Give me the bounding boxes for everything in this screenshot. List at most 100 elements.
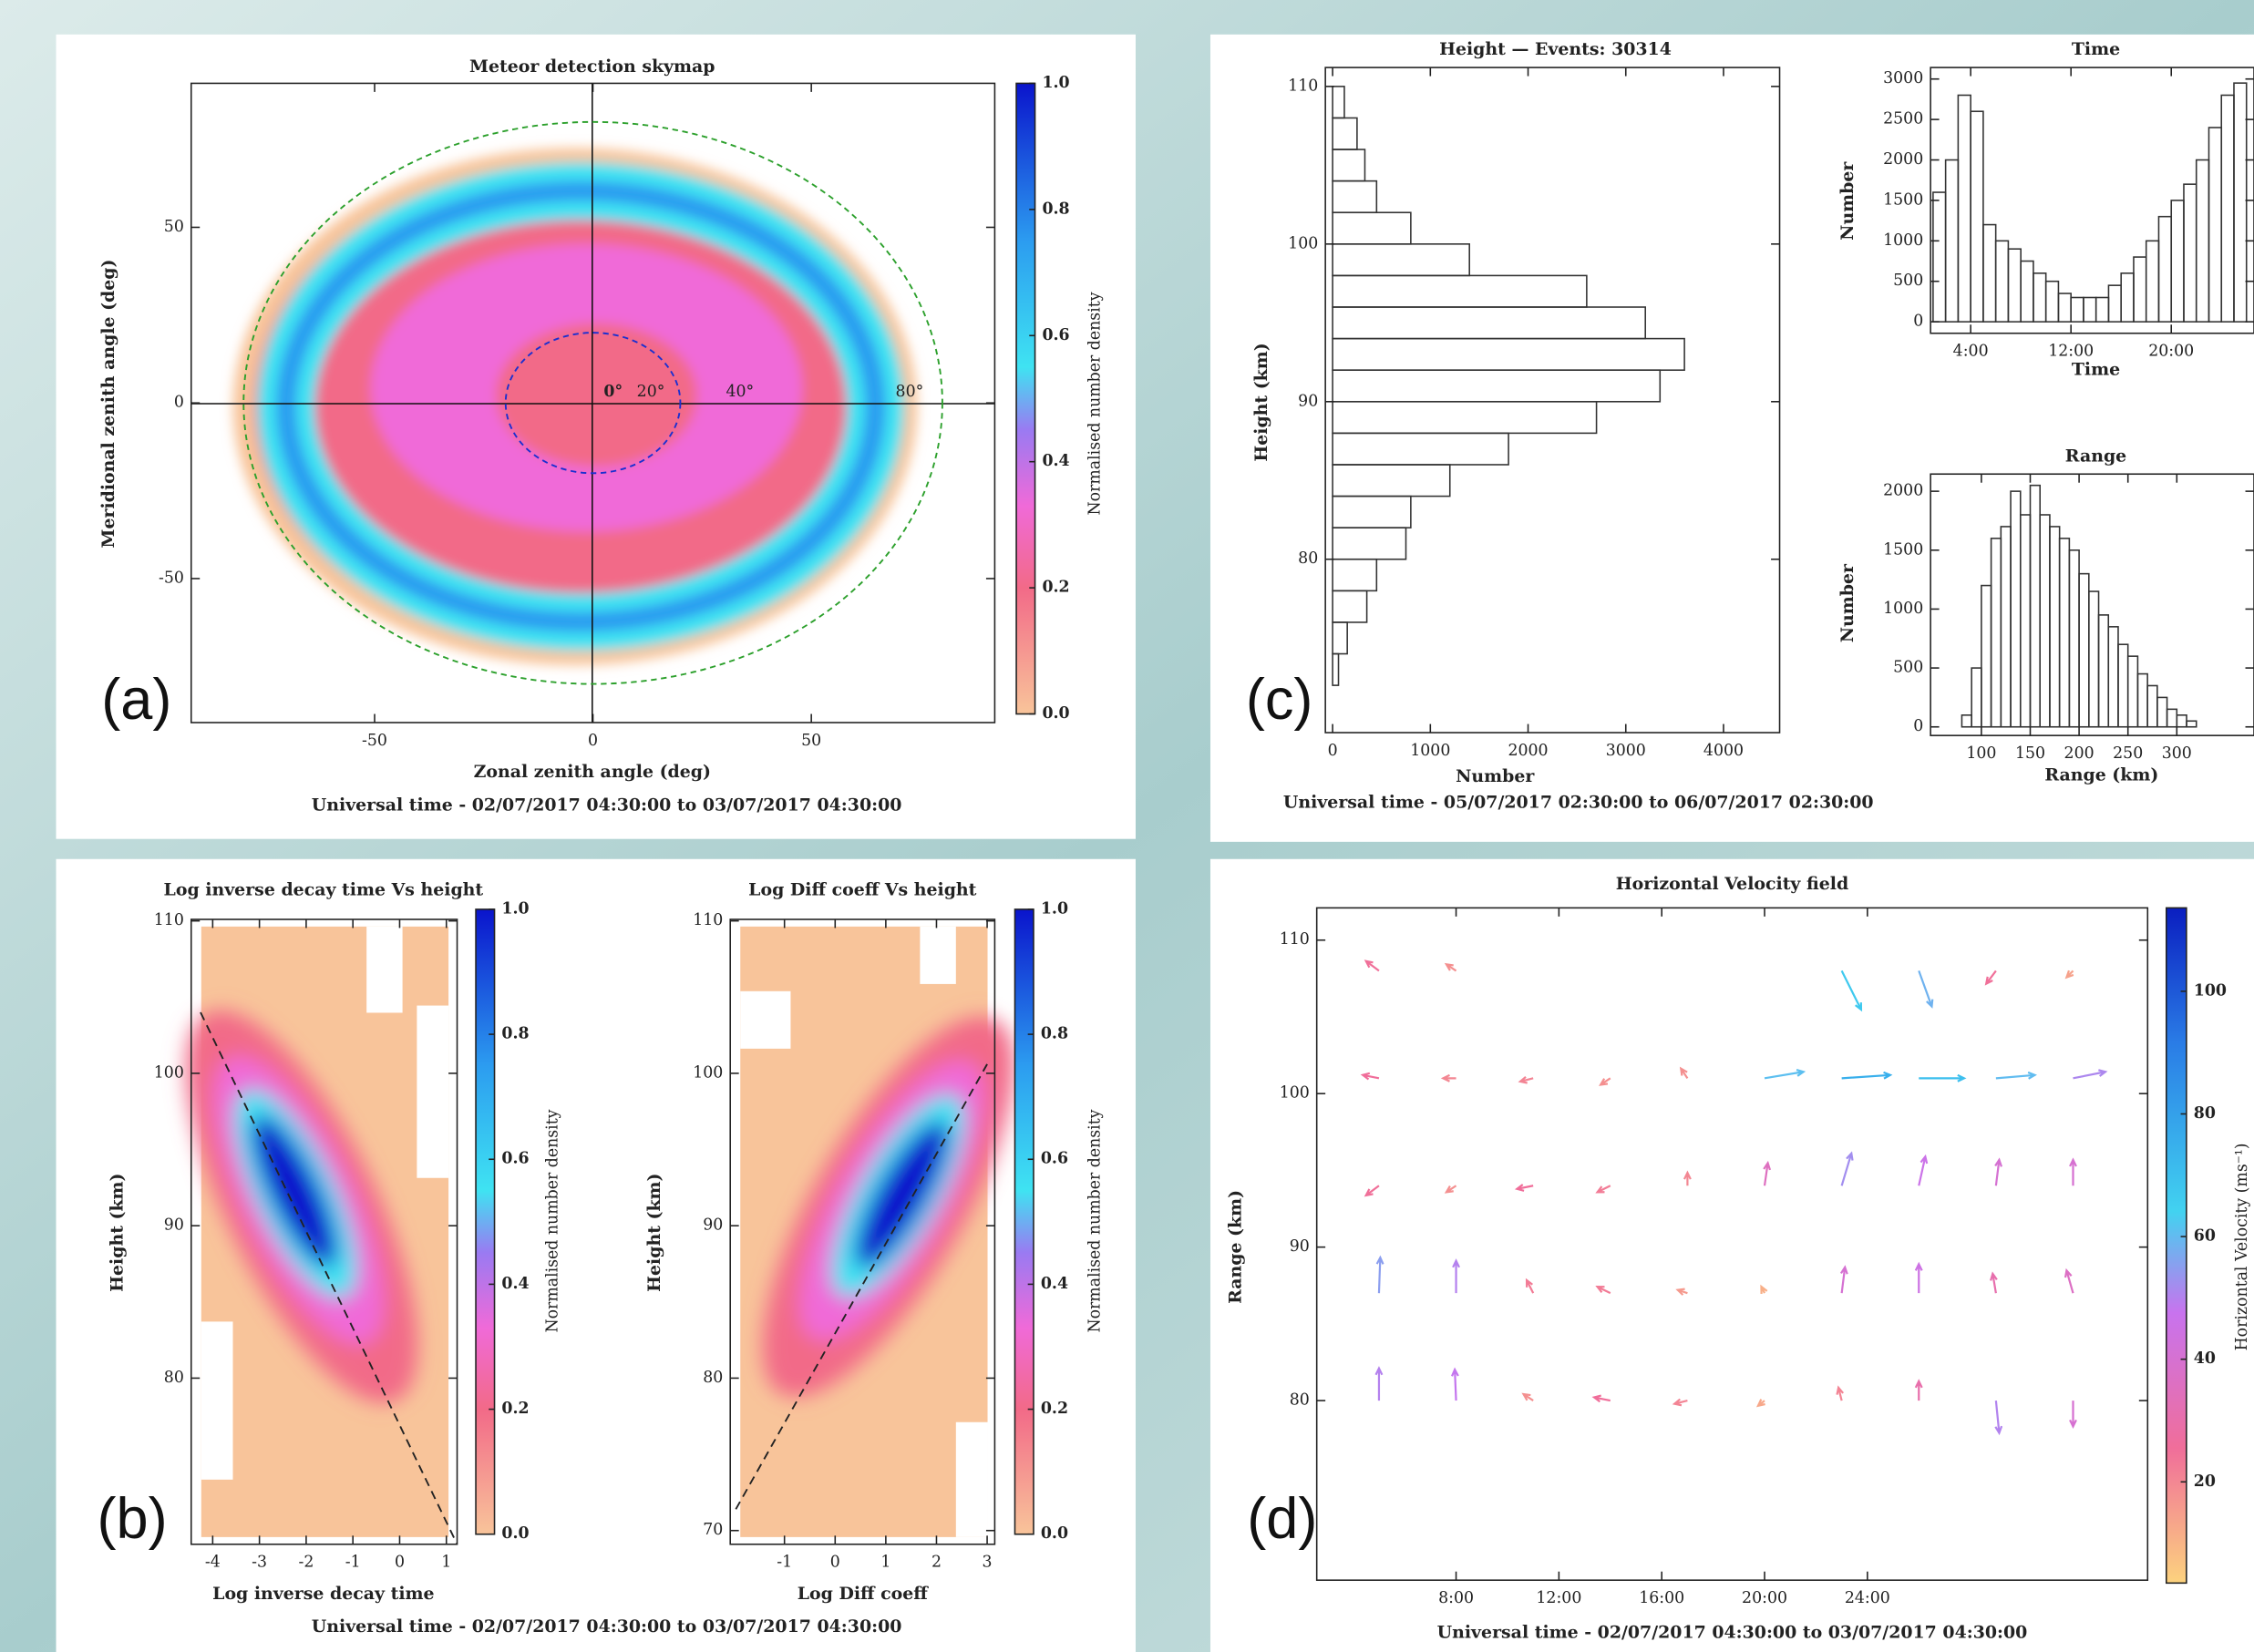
x-tick-label: 3000 [1606,742,1646,760]
y-tick-label: 0 [1913,313,1923,331]
y-tick-label: 100 [693,1063,723,1082]
panel-c [1210,35,2254,842]
panel-d [1210,859,2254,1652]
colorbar-tick-label: 0.6 [1042,326,1069,344]
y-tick-label: 50 [164,218,184,236]
x-tick-label: 0 [395,1554,405,1572]
y-tick-label: 80 [1290,1391,1310,1410]
y-axis-label: Height (km) [1251,343,1271,461]
x-tick-label: 12:00 [2048,343,2094,361]
y-tick-label: 90 [1290,1237,1310,1256]
colorbar-tick-label: 40 [2194,1349,2216,1368]
x-axis-label: Range (km) [2044,764,2158,785]
panel-label: (b) [98,1487,168,1551]
x-axis-label: Number [1456,766,1535,786]
x-tick-label: 150 [2015,744,2045,763]
y-tick-label: 80 [1298,549,1318,568]
colorbar-tick-label: 0.6 [501,1150,529,1168]
y-axis-label: Number [1837,161,1858,241]
x-tick-label: 2 [931,1554,942,1572]
y-axis-label: Height (km) [644,1173,664,1291]
x-tick-label: 20:00 [1742,1589,1787,1607]
colorbar-label: Normalised number density [1086,292,1104,515]
x-tick-label: 200 [2064,744,2094,763]
y-axis-label: Height (km) [107,1173,127,1291]
colorbar-tick-label: 20 [2194,1472,2216,1491]
density-gap [956,1422,988,1537]
density-gap [740,991,790,1049]
y-tick-label: 90 [164,1216,184,1235]
colorbar-label: Normalised number density [544,1109,562,1332]
colorbar-label: Normalised number density [1086,1109,1104,1332]
colorbar-tick-label: 0.8 [1041,1025,1068,1043]
x-tick-label: 16:00 [1639,1589,1684,1607]
colorbar-tick-label: 0.0 [501,1524,529,1543]
colorbar-tick-label: 0.4 [1041,1275,1068,1293]
skymap-density [233,148,918,665]
colorbar [1014,909,1034,1534]
chart-title: Meteor detection skymap [469,56,715,77]
panel-label: (a) [101,668,171,732]
density-gap [920,927,955,984]
colorbar-tick-label: 0.0 [1042,704,1069,723]
colorbar-tick-label: 0.4 [501,1275,529,1293]
x-tick-label: -2 [298,1554,314,1572]
y-tick-label: 0 [1913,717,1923,735]
colorbar-label: Horizontal Velocity (ms⁻¹) [2233,1143,2251,1350]
y-tick-label: 3000 [1883,69,1923,87]
y-tick-label: 110 [154,911,184,929]
density-center [496,323,697,467]
chart-title: Time [2072,39,2120,59]
x-tick-label: 0 [588,732,598,750]
y-tick-label: 110 [1288,77,1318,95]
chart-title: Height — Events: 30314 [1439,39,1672,59]
subtitle: Universal time - 05/07/2017 02:30:00 to … [1283,792,1874,812]
x-axis-label: Time [2072,360,2120,380]
x-tick-label: -3 [252,1554,267,1572]
x-tick-label: 4000 [1703,742,1744,760]
y-tick-label: 110 [1280,930,1310,949]
x-axis-label: Zonal zenith angle (deg) [474,762,711,782]
chart-title: Range [2065,446,2126,466]
panel-label: (c) [1246,668,1313,732]
x-tick-label: -4 [205,1554,221,1572]
colorbar-tick-label: 0.2 [1041,1400,1068,1418]
colorbar-tick-label: 0.2 [501,1400,529,1418]
y-tick-label: 110 [693,911,723,929]
x-tick-label: 0 [1328,742,1338,760]
density-gap [417,1006,448,1178]
x-tick-label: -1 [777,1554,792,1572]
colorbar-tick-label: 1.0 [1041,899,1068,918]
y-tick-label: 1000 [1883,231,1923,250]
colorbar-tick-label: 100 [2194,981,2227,1000]
colorbar-tick-label: 0.2 [1042,579,1069,597]
y-tick-label: 100 [1280,1084,1310,1103]
x-tick-label: 300 [2162,744,2192,763]
colorbar-tick-label: 60 [2194,1227,2216,1246]
y-tick-label: 100 [154,1063,184,1082]
annotation: 40° [726,383,754,401]
y-tick-label: 80 [164,1369,184,1387]
y-tick-label: 70 [703,1521,723,1539]
y-tick-label: 0 [174,394,184,412]
y-tick-label: 100 [1288,234,1318,252]
chart-title: Horizontal Velocity field [1616,874,1848,894]
y-tick-label: 1500 [1883,540,1923,559]
x-tick-label: 1000 [1410,742,1450,760]
x-tick-label: 250 [2113,744,2143,763]
x-tick-label: 12:00 [1536,1589,1581,1607]
y-tick-label: 80 [703,1369,723,1387]
colorbar-tick-label: 80 [2194,1104,2216,1123]
colorbar-tick-label: 0.8 [1042,200,1069,218]
colorbar-tick-label: 0.4 [1042,452,1069,470]
subtitle: Universal time - 02/07/2017 04:30:00 to … [312,1616,902,1637]
y-tick-label: 500 [1893,659,1923,677]
y-tick-label: 1000 [1883,600,1923,618]
y-axis-label: Number [1837,563,1858,642]
x-tick-label: 0 [830,1554,840,1572]
colorbar-tick-label: 1.0 [1042,74,1069,92]
colorbar-tick-label: 1.0 [501,899,529,918]
x-tick-label: 1 [880,1554,890,1572]
y-tick-label: -50 [159,569,184,587]
